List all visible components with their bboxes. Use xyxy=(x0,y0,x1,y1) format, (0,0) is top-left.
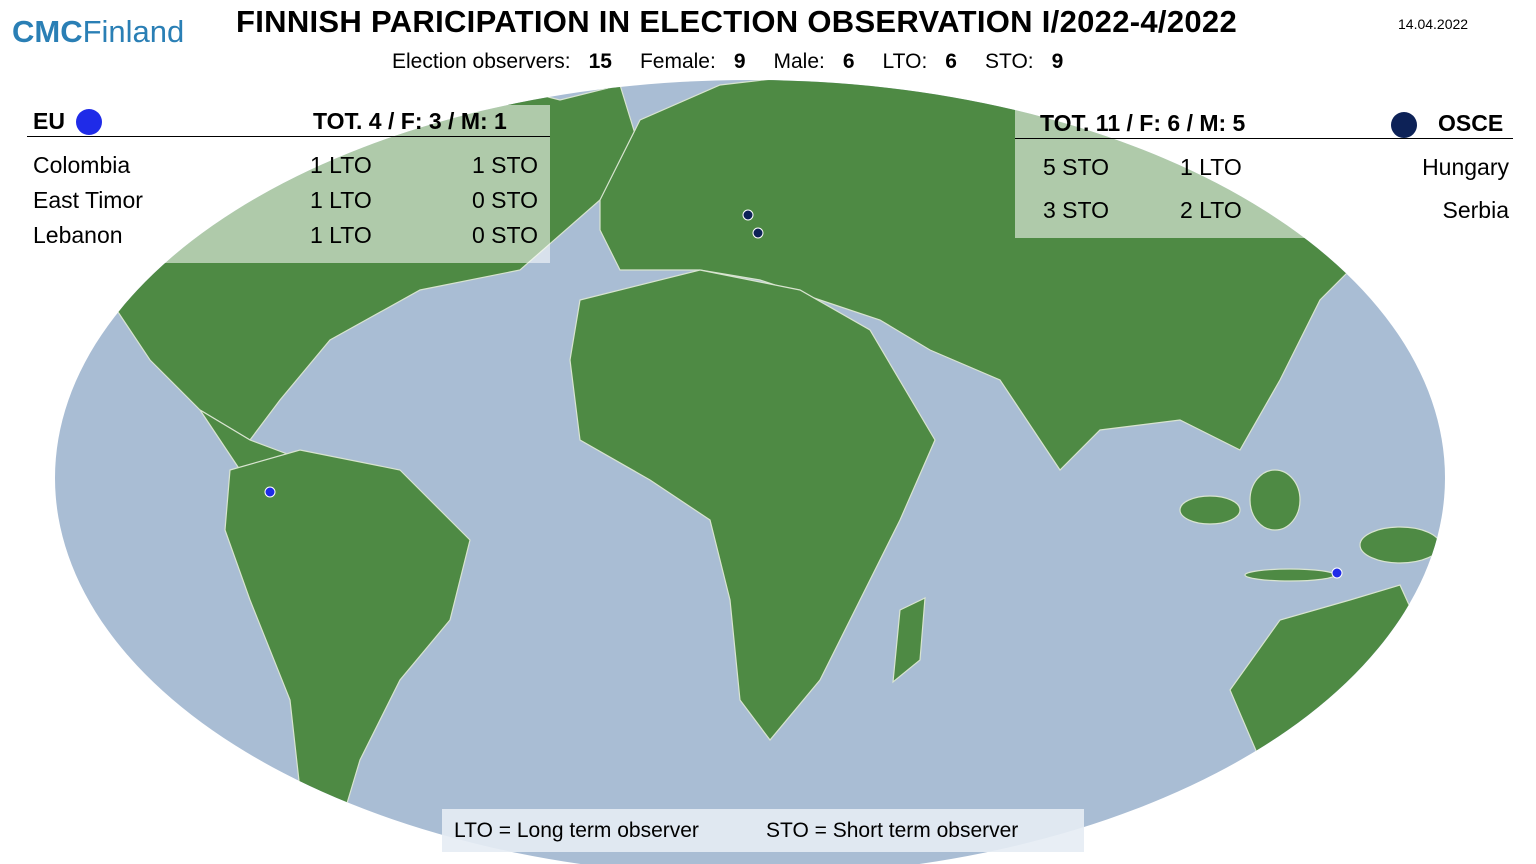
island xyxy=(1359,526,1441,564)
madagascar xyxy=(892,597,926,684)
eu-panel xyxy=(27,105,550,263)
eu-count: 1 LTO xyxy=(310,152,372,178)
date: 14.04.2022 xyxy=(1398,16,1469,32)
eu-swatch xyxy=(76,109,102,135)
eu-country: Lebanon xyxy=(33,222,123,248)
divider xyxy=(1015,138,1513,139)
eu-count: 1 LTO xyxy=(310,222,372,248)
eu-count: 0 STO xyxy=(472,187,539,213)
eu-marker xyxy=(1331,567,1343,579)
stat-label: LTO: xyxy=(882,50,928,73)
legend-item: LTO = Long term observer xyxy=(454,819,699,842)
stat-label: Election observers: xyxy=(392,50,571,73)
stat-value: 15 xyxy=(588,50,612,73)
logo-strong: CMC xyxy=(12,14,83,49)
osce-count: 5 STO xyxy=(1043,154,1110,180)
divider xyxy=(27,136,550,137)
eu-marker xyxy=(264,486,276,498)
osce-total: TOT. 11 / F: 6 / M: 5 xyxy=(1040,110,1246,136)
osce-marker xyxy=(742,209,754,221)
osce-count: 2 LTO xyxy=(1180,197,1242,223)
osce-marker xyxy=(752,227,764,239)
logo: CMCFinland xyxy=(12,14,184,50)
eu-count: 0 STO xyxy=(472,222,539,248)
stat-label: STO: xyxy=(984,50,1034,73)
stat-value: 9 xyxy=(1051,50,1064,73)
osce-count: 3 STO xyxy=(1043,197,1110,223)
logo-light: Finland xyxy=(82,14,185,49)
stat-label: Female: xyxy=(639,50,716,73)
title: FINNISH PARICIPATION IN ELECTION OBSERVA… xyxy=(236,4,1237,39)
osce-name: OSCE xyxy=(1438,110,1504,136)
stat-value: 6 xyxy=(842,50,855,73)
island xyxy=(1249,469,1301,531)
eu-country: Colombia xyxy=(33,152,131,178)
osce-country: Serbia xyxy=(1442,197,1509,223)
africa xyxy=(569,269,936,741)
eu-count: 1 LTO xyxy=(310,187,372,213)
osce-swatch xyxy=(1391,112,1417,138)
island xyxy=(1244,568,1336,582)
eu-country: East Timor xyxy=(33,187,143,213)
stat-value: 9 xyxy=(733,50,746,73)
island xyxy=(1179,495,1241,525)
eu-count: 1 STO xyxy=(472,152,539,178)
osce-panel xyxy=(1015,105,1380,238)
eu-total: TOT. 4 / F: 3 / M: 1 xyxy=(313,108,507,134)
stat-value: 6 xyxy=(945,50,957,73)
stats: Election observers: 15 Female: 9 Male: 6 LTO: 6… xyxy=(392,50,1091,74)
legend: LTO = Long term observer STO = Short ter… xyxy=(442,809,1084,852)
osce-count: 1 LTO xyxy=(1180,154,1242,180)
osce-country: Hungary xyxy=(1422,154,1509,180)
eu-name: EU xyxy=(33,108,65,134)
south-america xyxy=(224,449,471,862)
stat-label: Male: xyxy=(773,50,825,73)
legend-item: STO = Short term observer xyxy=(766,819,1019,842)
